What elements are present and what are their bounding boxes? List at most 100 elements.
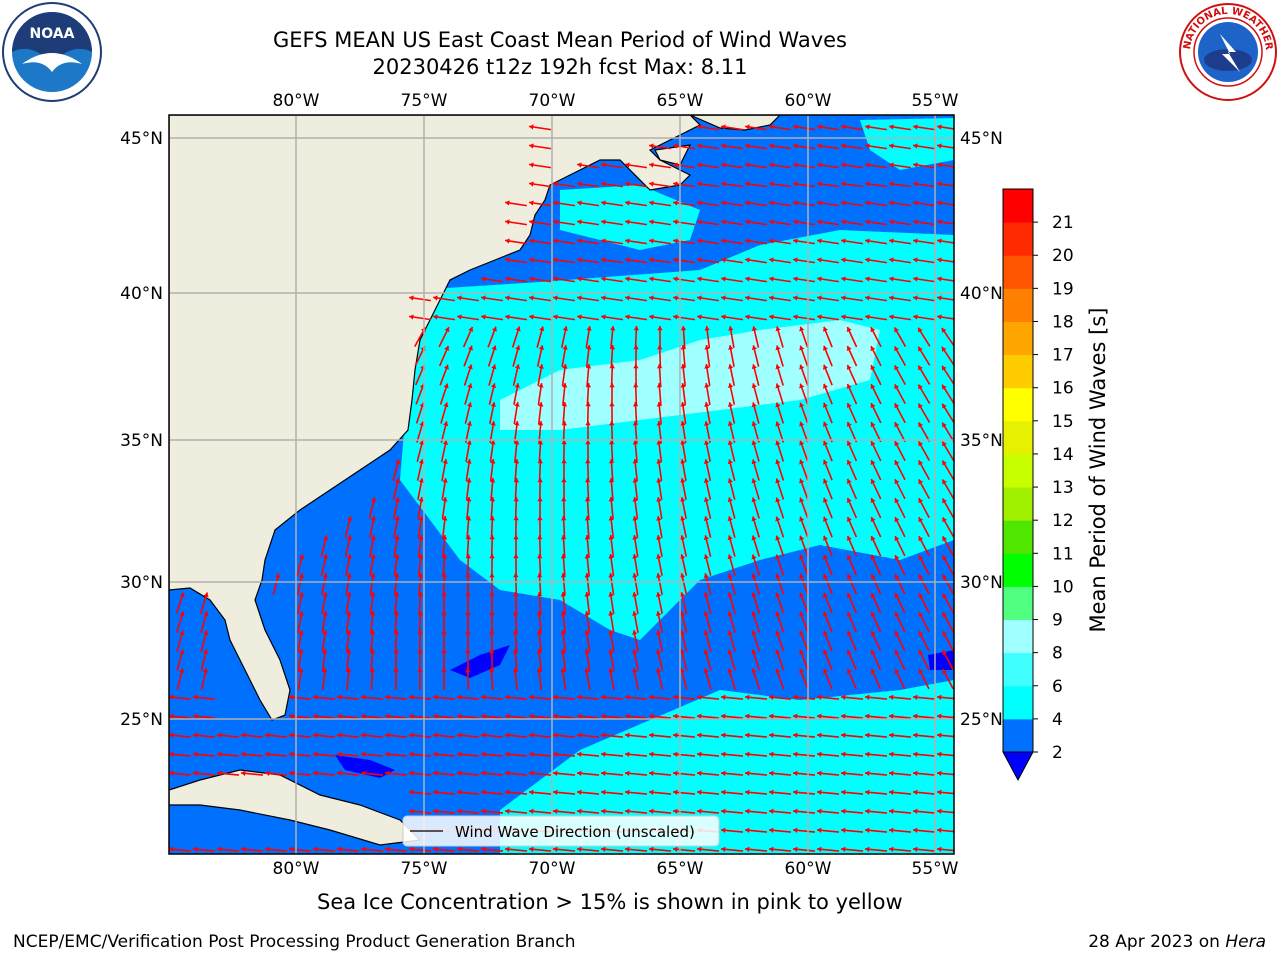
wind-wave-arrowhead xyxy=(515,326,521,332)
wind-wave-arrowhead xyxy=(489,535,495,540)
wind-wave-arrowhead xyxy=(601,162,606,168)
wind-wave-arrowhead xyxy=(313,694,318,700)
wind-wave-arrowhead xyxy=(562,345,568,350)
colorbar-tick-label: 16 xyxy=(1052,379,1074,399)
wind-wave-arrowhead xyxy=(799,668,805,674)
wind-wave-arrowhead xyxy=(793,162,798,168)
wind-wave-arrowhead xyxy=(505,808,510,814)
wind-wave-arrowhead xyxy=(769,143,774,149)
wind-wave-arrowhead xyxy=(394,516,400,521)
wind-wave-arrowhead xyxy=(529,732,534,738)
wind-wave-arrowhead xyxy=(769,314,774,320)
wind-wave-arrowhead xyxy=(433,732,438,738)
wind-wave-arrowhead xyxy=(751,478,757,484)
wind-wave-arrowhead xyxy=(656,440,662,445)
wind-wave-arrowhead xyxy=(553,238,558,244)
wind-wave-arrowhead xyxy=(846,649,852,655)
wind-wave-arrowhead xyxy=(841,219,846,225)
wind-wave-arrowhead xyxy=(822,668,828,674)
wind-wave-arrowhead xyxy=(512,630,519,635)
lat-label: 25°N xyxy=(960,710,1003,730)
wind-wave-arrowhead xyxy=(894,517,900,523)
wind-wave-arrowhead xyxy=(822,649,828,655)
wind-wave-arrowhead xyxy=(649,143,654,149)
wind-wave-arrowhead xyxy=(913,713,918,719)
wind-wave-arrowhead xyxy=(673,181,678,187)
wind-wave-arrowhead xyxy=(727,478,733,484)
wind-wave-arrowhead xyxy=(179,630,185,636)
wind-wave-arrowhead xyxy=(913,200,918,206)
wind-wave-arrowhead xyxy=(679,535,686,540)
wind-wave-arrowhead xyxy=(577,732,582,738)
wind-wave-arrowhead xyxy=(409,732,414,738)
wind-wave-arrowhead xyxy=(870,630,876,636)
wind-wave-arrowhead xyxy=(679,592,686,598)
lon-label: 70°W xyxy=(529,91,576,111)
colorbar-tick-label: 19 xyxy=(1052,279,1074,299)
wind-wave-arrowhead xyxy=(632,459,638,464)
wind-wave-arrowhead xyxy=(601,295,606,301)
wind-wave-arrowhead xyxy=(577,219,582,225)
wind-wave-arrowhead xyxy=(889,162,894,168)
wind-wave-arrowhead xyxy=(751,611,757,617)
wind-wave-arrowhead xyxy=(513,573,519,578)
wind-wave-arrowhead xyxy=(913,694,918,700)
colorbar-tick-label: 12 xyxy=(1052,511,1074,531)
wind-wave-arrowhead xyxy=(799,630,805,636)
wind-wave-arrowhead xyxy=(721,295,726,301)
wind-wave-arrowhead xyxy=(745,314,750,320)
footer-host: Hera xyxy=(1225,932,1266,952)
wind-wave-arrowhead xyxy=(577,789,582,795)
wind-wave-arrowhead xyxy=(441,668,447,673)
wind-wave-arrowhead xyxy=(370,497,377,503)
wind-wave-arrowhead xyxy=(649,200,654,206)
wind-wave-arrowhead xyxy=(601,732,606,738)
wind-wave-arrowhead xyxy=(529,789,534,795)
wind-wave-arrowhead xyxy=(562,383,568,388)
wind-wave-arrowhead xyxy=(865,789,870,795)
wind-wave-arrowhead xyxy=(721,732,726,738)
wind-wave-arrowhead xyxy=(633,364,639,369)
wind-wave-arrowhead xyxy=(918,422,923,428)
wind-wave-arrowhead xyxy=(538,345,545,350)
wind-wave-arrowhead xyxy=(313,846,318,852)
wind-wave-arrowhead xyxy=(817,751,822,757)
wind-wave-arrowhead xyxy=(751,668,757,674)
wind-wave-arrowhead xyxy=(727,554,733,560)
wind-wave-arrowhead xyxy=(721,200,726,206)
wind-wave-arrowhead xyxy=(721,257,726,263)
wind-wave-arrowhead xyxy=(918,593,924,599)
wind-wave-arrowhead xyxy=(323,535,329,541)
wind-wave-arrowhead xyxy=(865,827,870,833)
colorbar-segment xyxy=(1003,321,1033,356)
wind-wave-arrowhead xyxy=(465,516,472,521)
wind-wave-arrowhead xyxy=(793,219,798,225)
wind-wave-arrowhead xyxy=(870,441,876,447)
wind-wave-arrowhead xyxy=(673,238,678,244)
wind-wave-arrowhead xyxy=(442,459,448,464)
wind-wave-arrowhead xyxy=(632,516,638,521)
wind-wave-arrowhead xyxy=(649,238,654,244)
wind-wave-arrowhead xyxy=(889,846,894,852)
wind-wave-arrowhead xyxy=(601,770,606,776)
wind-wave-arrowhead xyxy=(385,713,390,719)
colorbar-segment xyxy=(1003,718,1033,753)
wind-wave-arrowhead xyxy=(577,713,582,719)
wind-wave-arrowhead xyxy=(536,668,542,673)
wind-wave-arrowhead xyxy=(529,276,534,282)
wind-wave-arrowhead xyxy=(865,314,870,320)
wind-wave-arrowhead xyxy=(584,478,591,483)
wind-wave-arrowhead xyxy=(822,516,828,522)
wind-wave-arrowhead xyxy=(751,649,757,655)
wind-wave-arrowhead xyxy=(585,440,591,445)
wind-wave-arrowhead xyxy=(608,440,615,445)
wind-wave-arrowhead xyxy=(656,459,662,464)
lat-labels-right: 45°N 40°N 35°N 30°N 25°N xyxy=(960,129,1003,730)
wind-wave-arrowhead xyxy=(865,694,870,700)
wind-wave-arrowhead xyxy=(942,384,947,390)
wind-wave-arrowhead xyxy=(745,694,750,700)
wind-wave-arrowhead xyxy=(193,732,198,738)
wind-wave-arrowhead xyxy=(822,421,828,427)
wind-wave-arrowhead xyxy=(799,402,805,408)
wind-wave-arrowhead xyxy=(721,238,726,244)
